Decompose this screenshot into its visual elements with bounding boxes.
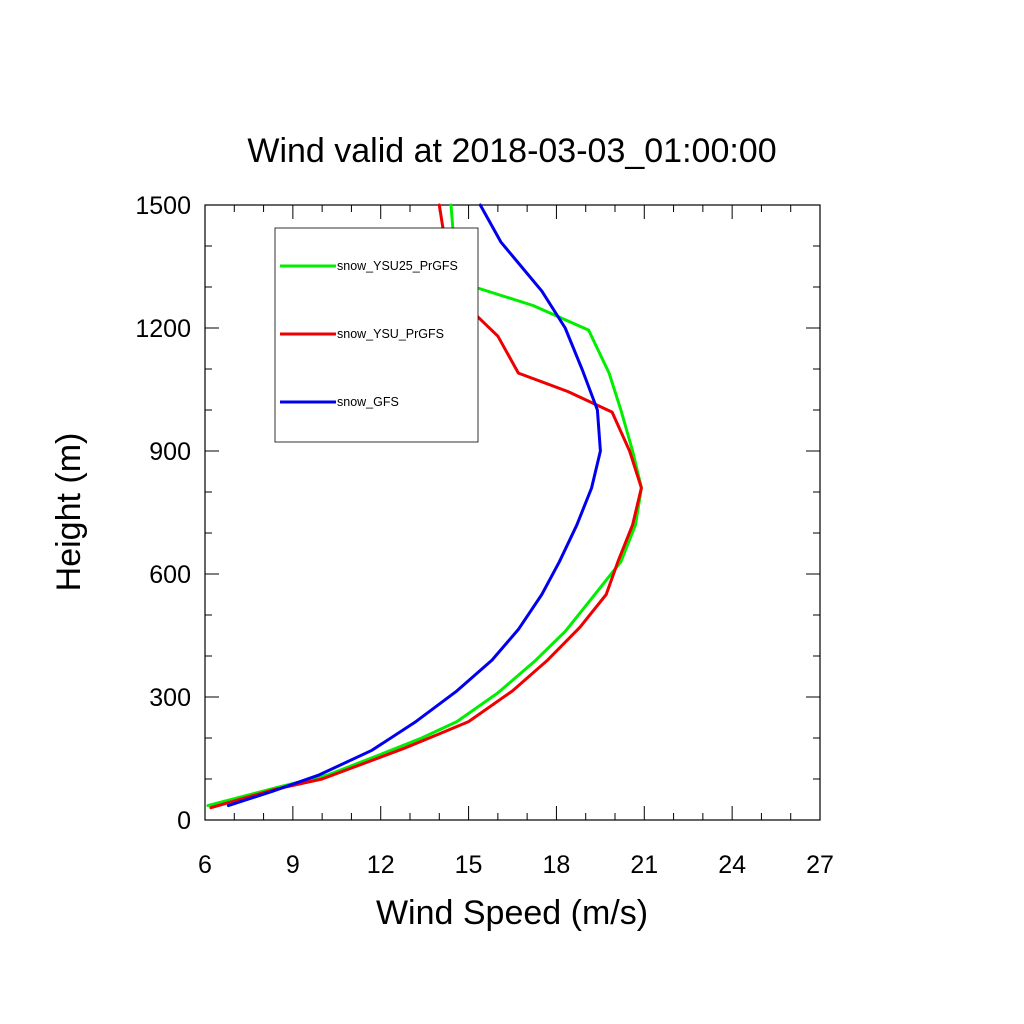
y-axis-ticks: 0 300 600 900 1200 1500 (135, 192, 820, 835)
plot-frame (204, 204, 821, 821)
plot-border (204, 204, 821, 821)
x-tick-label: 18 (543, 851, 571, 879)
x-tick-label: 12 (367, 851, 395, 879)
legend-label: snow_YSU25_PrGFS (337, 259, 458, 273)
series-line-snow_YSU25_PrGFS (206, 203, 643, 808)
series-line-snow_GFS (226, 203, 602, 808)
y-tick-label: 300 (149, 684, 191, 712)
legend: snow_YSU25_PrGFS snow_YSU_PrGFS snow_GFS (274, 227, 479, 443)
x-tick-label: 21 (630, 851, 658, 879)
x-tick-label: 24 (718, 851, 746, 879)
y-tick-label: 0 (177, 807, 191, 835)
y-tick-label: 1200 (135, 315, 191, 343)
chart-title: Wind valid at 2018-03-03_01:00:00 (247, 132, 776, 170)
series-lines (206, 203, 643, 810)
x-tick-label: 27 (806, 851, 834, 879)
y-axis-label: Height (m) (50, 433, 88, 592)
y-tick-label: 900 (149, 438, 191, 466)
x-tick-label: 15 (455, 851, 483, 879)
y-tick-label: 1500 (135, 192, 191, 220)
legend-label: snow_YSU_PrGFS (337, 327, 444, 341)
series-line-snow_YSU_PrGFS (209, 203, 643, 810)
x-tick-label: 6 (198, 851, 212, 879)
x-axis-ticks: 6 9 12 15 18 21 24 27 (198, 205, 834, 879)
y-tick-label: 600 (149, 561, 191, 589)
x-axis-label: Wind Speed (m/s) (376, 894, 648, 932)
legend-label: snow_GFS (337, 395, 399, 409)
x-tick-label: 9 (286, 851, 300, 879)
